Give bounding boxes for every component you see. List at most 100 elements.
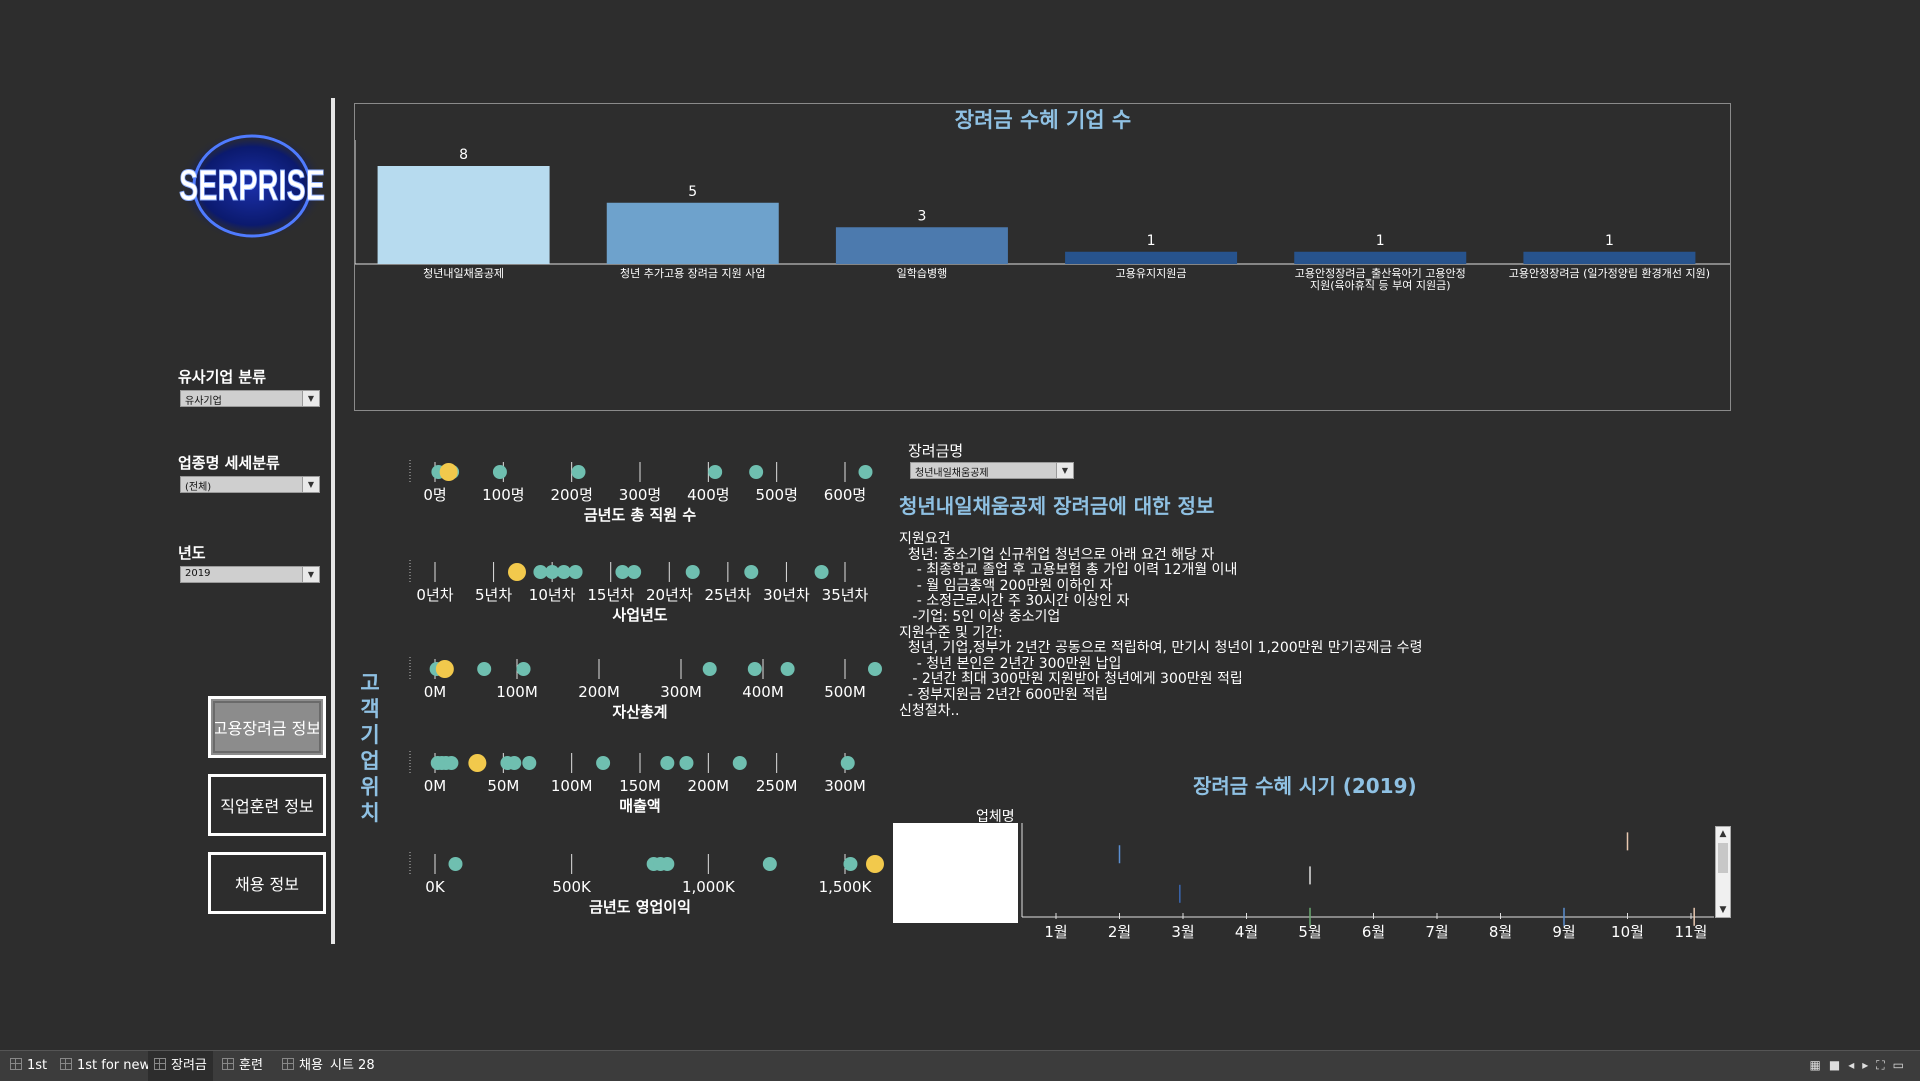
company-dot[interactable] bbox=[448, 857, 463, 871]
bar-chart-title: 장려금 수혜 기업 수 bbox=[955, 108, 1132, 132]
bar[interactable] bbox=[377, 166, 550, 264]
company-dot[interactable] bbox=[492, 465, 507, 479]
company-dot[interactable] bbox=[708, 465, 723, 479]
my-company-dot[interactable] bbox=[866, 855, 884, 873]
company-name-header: 업체명 bbox=[976, 809, 1015, 825]
timeline-month-label: 4월 bbox=[1235, 923, 1258, 941]
my-company-dot[interactable] bbox=[435, 660, 454, 678]
company-dot[interactable] bbox=[685, 565, 700, 579]
hiring-info-button[interactable]: 채용 정보 bbox=[208, 852, 326, 914]
company-dot[interactable] bbox=[868, 662, 882, 676]
grid-view-icon[interactable]: ▦ bbox=[1809, 1058, 1829, 1072]
company-dot[interactable] bbox=[840, 756, 855, 770]
scroll-thumb[interactable] bbox=[1718, 843, 1728, 873]
company-dot[interactable] bbox=[596, 756, 611, 770]
sheet-tab-label: 시트 28 bbox=[330, 1058, 375, 1073]
dot-plot-tick-label: 100M bbox=[551, 777, 593, 795]
timeline-month-label: 2월 bbox=[1108, 923, 1131, 941]
company-class-value: 유사기업 bbox=[185, 396, 222, 407]
company-dot[interactable] bbox=[679, 756, 694, 770]
dot-plot-tick-label: 500명 bbox=[755, 486, 797, 504]
company-dot[interactable] bbox=[507, 756, 522, 770]
company-dot[interactable] bbox=[732, 756, 747, 770]
bar-category-label: 지원(육아휴직 등 부여 지원금) bbox=[1310, 279, 1451, 292]
subsidy-bar-chart: 장려금 수혜 기업 수 8 청년내일채움공제 5 청년 추가고용 장려금 지원 사업 3… bbox=[354, 108, 1730, 292]
my-company-dot[interactable] bbox=[468, 754, 487, 772]
company-dot[interactable] bbox=[749, 465, 764, 479]
timeline-month-label: 10월 bbox=[1611, 923, 1644, 941]
company-dot[interactable] bbox=[660, 756, 675, 770]
company-dot[interactable] bbox=[556, 565, 571, 579]
company-dot[interactable] bbox=[762, 857, 777, 871]
company-class-label: 유사기업 분류 bbox=[178, 368, 267, 386]
status-bar-icons[interactable]: ▦■◂▸⛶▭ bbox=[1810, 1058, 1913, 1073]
sheet-tab[interactable]: 1st bbox=[4, 1051, 53, 1081]
company-dot[interactable] bbox=[780, 662, 795, 676]
company-dot[interactable] bbox=[516, 662, 531, 676]
sheet-tab[interactable]: 장려금 bbox=[148, 1051, 213, 1081]
scroll-up-icon[interactable]: ▲ bbox=[1719, 829, 1727, 839]
bar-category-label: 청년내일채움공제 bbox=[423, 266, 504, 280]
sheet-tab[interactable]: 1st for new bbox=[54, 1051, 156, 1081]
bar-category-label: 고용안정장려금 (일가정양립 환경개선 지원) bbox=[1509, 266, 1710, 280]
company-dot[interactable] bbox=[533, 565, 548, 579]
sheet-tab-label: 훈련 bbox=[239, 1058, 263, 1073]
bar[interactable] bbox=[835, 227, 1008, 264]
company-dot[interactable] bbox=[568, 565, 583, 579]
dot-plot-tick-label: 200M bbox=[578, 683, 620, 701]
timeline-scrollbar[interactable]: ▲ ▼ bbox=[1715, 826, 1731, 918]
bar-category-label: 고용유지지원금 bbox=[1116, 267, 1187, 280]
bar[interactable] bbox=[1523, 251, 1696, 264]
chevron-down-icon[interactable]: ▼ bbox=[302, 567, 319, 582]
year-dropdown[interactable]: 2019 ▼ bbox=[180, 566, 320, 583]
customer-location-line: 고객 bbox=[360, 671, 380, 721]
dot-plot-tick-label: 5년차 bbox=[475, 586, 512, 604]
company-dot[interactable] bbox=[843, 857, 858, 871]
company-dot[interactable] bbox=[747, 662, 762, 676]
company-dot[interactable] bbox=[660, 857, 675, 871]
year-value: 2019 bbox=[185, 568, 211, 579]
company-dot[interactable] bbox=[702, 662, 717, 676]
training-info-button[interactable]: 직업훈련 정보 bbox=[208, 774, 326, 836]
company-dot[interactable] bbox=[615, 565, 630, 579]
industry-dropdown[interactable]: (전체) ▼ bbox=[180, 476, 320, 493]
company-dot[interactable] bbox=[545, 565, 560, 579]
bar-value-label: 1 bbox=[1376, 233, 1385, 249]
bar-value-label: 5 bbox=[688, 184, 697, 200]
dot-plot-title: 금년도 총 직원 수 bbox=[584, 506, 696, 524]
company-dot[interactable] bbox=[627, 565, 642, 579]
bar[interactable] bbox=[606, 202, 779, 264]
sheet-tab[interactable]: 채용 bbox=[276, 1051, 329, 1081]
chevron-down-icon[interactable]: ▼ bbox=[1056, 463, 1073, 478]
bar[interactable] bbox=[1294, 251, 1467, 264]
list-view-icon[interactable]: ■ bbox=[1828, 1058, 1849, 1072]
chevron-down-icon[interactable]: ▼ bbox=[302, 477, 319, 492]
my-company-dot[interactable] bbox=[439, 463, 458, 481]
subsidy-info-button[interactable]: 고용장려금 정보 bbox=[208, 696, 326, 758]
dot-plot-tick-label: 25년차 bbox=[705, 586, 752, 604]
prev-icon[interactable]: ◂ bbox=[1848, 1058, 1863, 1072]
sheet-tab[interactable]: 훈련 bbox=[216, 1051, 269, 1081]
scroll-down-icon[interactable]: ▼ bbox=[1719, 905, 1727, 915]
company-dot[interactable] bbox=[571, 465, 586, 479]
company-dot[interactable] bbox=[444, 756, 459, 770]
company-dot[interactable] bbox=[477, 662, 492, 676]
present-icon[interactable]: ▭ bbox=[1892, 1058, 1912, 1072]
chevron-down-icon[interactable]: ▼ bbox=[302, 391, 319, 406]
sheet-tab[interactable]: 시트 28 bbox=[324, 1051, 381, 1081]
timeline-title: 장려금 수혜 시기 (2019) bbox=[1193, 774, 1417, 798]
my-company-dot[interactable] bbox=[508, 563, 526, 581]
company-class-dropdown[interactable]: 유사기업 ▼ bbox=[180, 390, 320, 407]
company-name-list[interactable] bbox=[893, 823, 1018, 923]
next-icon[interactable]: ▸ bbox=[1862, 1058, 1877, 1072]
company-dot[interactable] bbox=[744, 565, 759, 579]
company-dot[interactable] bbox=[814, 565, 829, 579]
bar[interactable] bbox=[1065, 251, 1238, 264]
customer-location-line: 기업 bbox=[360, 723, 380, 773]
company-dot[interactable] bbox=[522, 756, 537, 770]
bar-category-label: 고용안정장려금_출산육아기 고용안정 bbox=[1295, 267, 1466, 280]
subsidy-select-dropdown[interactable]: 청년내일채움공제 ▼ bbox=[910, 462, 1074, 479]
fullscreen-icon[interactable]: ⛶ bbox=[1876, 1058, 1893, 1072]
company-dot[interactable] bbox=[858, 465, 873, 479]
